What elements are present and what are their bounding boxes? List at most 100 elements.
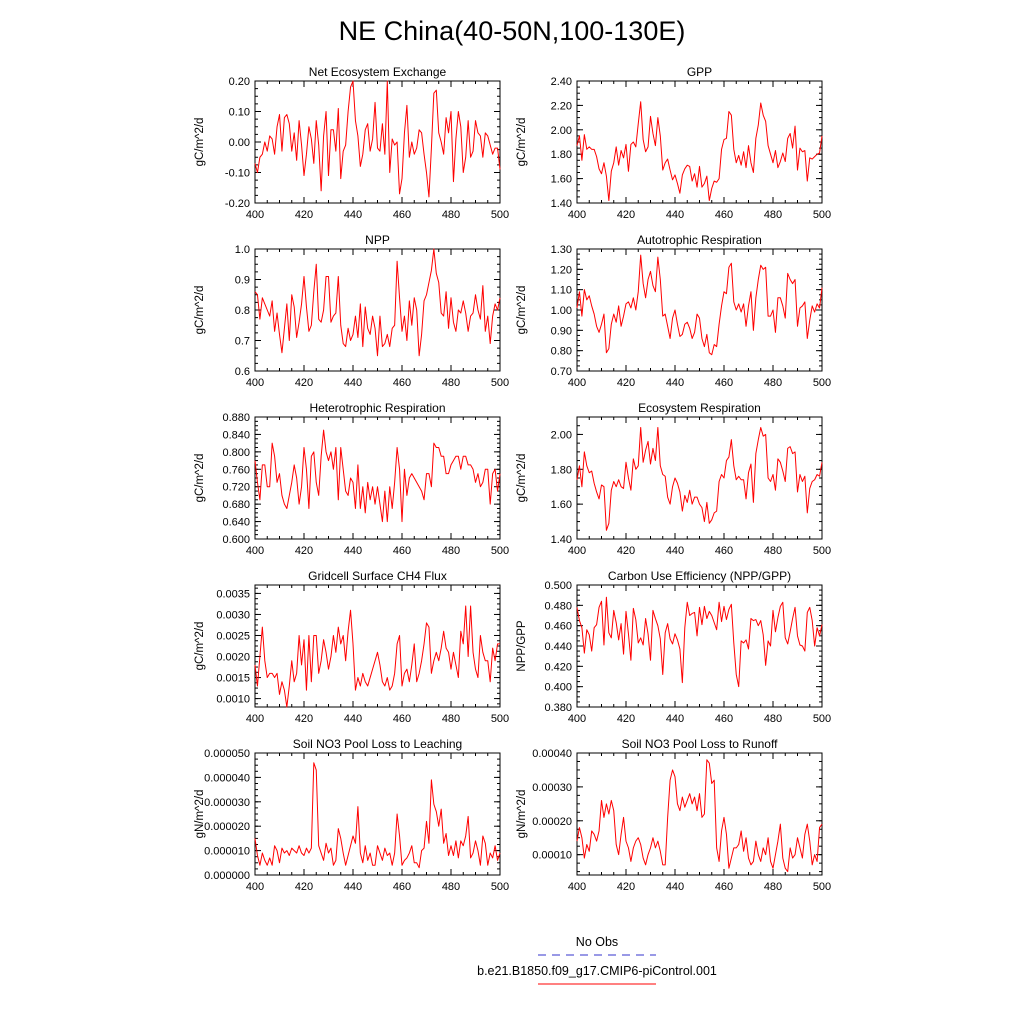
y-tick-label: 0.9 (235, 275, 250, 287)
series-line-model (576, 596, 823, 688)
y-tick-label: 0.90 (551, 325, 572, 337)
x-tick-label: 440 (344, 881, 362, 893)
x-tick-label: 460 (715, 545, 733, 557)
y-tick-label: 0.8 (235, 305, 250, 317)
x-tick-label: 440 (344, 377, 362, 389)
y-tick-label: -0.10 (225, 168, 250, 180)
y-tick-label: 1.20 (551, 264, 572, 276)
y-tick-label: 0.0015 (216, 673, 250, 685)
x-tick-label: 440 (666, 713, 684, 725)
y-tick-label: 0.00030 (532, 782, 572, 794)
x-tick-label: 400 (568, 881, 586, 893)
x-tick-label: 480 (764, 545, 782, 557)
x-tick-label: 460 (715, 713, 733, 725)
series-line-model (576, 254, 823, 356)
y-tick-label: 0.000000 (204, 870, 250, 882)
panels: Net Ecosystem Exchange gC/m^2/d 400 420 440 4… (194, 65, 831, 893)
series-line-model (254, 429, 501, 523)
y-tick-label: 1.30 (551, 244, 572, 256)
y-tick-label: 1.60 (551, 499, 572, 511)
y-tick-label: 0.680 (222, 499, 250, 511)
panel-title: Net Ecosystem Exchange (309, 65, 447, 79)
y-tick-label: 0.6 (235, 366, 250, 378)
panel-title: Ecosystem Respiration (638, 401, 761, 415)
panel-7: Gridcell Surface CH4 Flux gC/m^2/d 400 420 4… (194, 569, 509, 725)
y-tick-label: 0.80 (551, 346, 572, 358)
y-tick-label: 1.80 (551, 464, 572, 476)
series-line-model (576, 759, 823, 873)
y-tick-label: 0.00020 (532, 816, 572, 828)
y-tick-label: 0.380 (544, 702, 572, 714)
x-tick-label: 500 (491, 881, 509, 893)
figure-title: NE China(40-50N,100-130E) (339, 16, 686, 46)
y-tick-label: 0.420 (544, 661, 572, 673)
x-tick-label: 500 (491, 713, 509, 725)
panel-4: Autotrophic Respiration gC/m^2/d 400 420 440… (516, 233, 831, 389)
y-tick-label: 0.0010 (216, 694, 250, 706)
x-tick-label: 400 (568, 209, 586, 221)
y-tick-label: 1.60 (551, 174, 572, 186)
x-tick-label: 400 (246, 209, 264, 221)
x-tick-label: 440 (666, 545, 684, 557)
y-tick-label: 1.10 (551, 285, 572, 297)
x-tick-label: 460 (393, 713, 411, 725)
y-axis-label: gC/m^2/d (194, 454, 206, 503)
y-tick-label: 1.80 (551, 149, 572, 161)
x-tick-label: 420 (295, 881, 313, 893)
y-tick-label: 0.460 (544, 621, 572, 633)
y-tick-label: 0.0035 (216, 588, 250, 600)
x-tick-label: 420 (295, 545, 313, 557)
x-tick-label: 500 (491, 377, 509, 389)
y-tick-label: 0.00010 (532, 850, 572, 862)
panel-6: Ecosystem Respiration gC/m^2/d 400 420 440 46… (516, 401, 831, 557)
legend: No Obs b.e21.B1850.f09_g17.CMIP6-piContr… (477, 935, 717, 985)
y-tick-label: 0.00040 (532, 748, 572, 760)
series-line-model (254, 80, 501, 198)
x-tick-label: 400 (568, 713, 586, 725)
x-tick-label: 500 (813, 545, 831, 557)
x-tick-label: 500 (813, 209, 831, 221)
y-tick-label: 2.00 (551, 429, 572, 441)
x-tick-label: 420 (295, 713, 313, 725)
y-axis-label: gN/m^2/d (194, 790, 206, 839)
y-tick-label: 0.720 (222, 482, 250, 494)
x-tick-label: 440 (666, 209, 684, 221)
y-tick-label: 0.0025 (216, 630, 250, 642)
x-tick-label: 400 (568, 377, 586, 389)
y-tick-label: 0.840 (222, 429, 250, 441)
plot-frame (254, 416, 501, 540)
x-tick-label: 460 (393, 545, 411, 557)
x-tick-label: 480 (764, 377, 782, 389)
panel-10: Soil NO3 Pool Loss to Runoff gN/m^2/d 400 4… (516, 737, 831, 893)
x-tick-label: 500 (491, 545, 509, 557)
y-tick-label: 2.40 (551, 76, 572, 88)
x-tick-label: 480 (442, 377, 460, 389)
x-tick-label: 480 (764, 209, 782, 221)
y-tick-label: 0.760 (222, 464, 250, 476)
x-tick-label: 480 (764, 713, 782, 725)
x-tick-label: 480 (764, 881, 782, 893)
x-tick-label: 400 (246, 881, 264, 893)
plot-frame (254, 584, 501, 708)
y-tick-label: 0.000020 (204, 821, 250, 833)
x-tick-label: 400 (246, 713, 264, 725)
y-tick-label: 0.70 (551, 366, 572, 378)
x-tick-label: 420 (617, 545, 635, 557)
y-axis-label: gC/m^2/d (194, 286, 206, 335)
plot-frame (576, 80, 823, 204)
x-tick-label: 480 (442, 545, 460, 557)
legend-label-model: b.e21.B1850.f09_g17.CMIP6-piControl.001 (477, 964, 717, 978)
panel-2: GPP gC/m^2/d 400 420 440 460 480 500 1.40 1.60 1.8… (516, 65, 831, 221)
x-tick-label: 420 (295, 209, 313, 221)
y-tick-label: 0.880 (222, 412, 250, 424)
y-tick-label: 0.400 (544, 682, 572, 694)
panel-title: Heterotrophic Respiration (309, 401, 445, 415)
y-tick-label: -0.20 (225, 198, 250, 210)
x-tick-label: 480 (442, 713, 460, 725)
x-tick-label: 420 (617, 209, 635, 221)
y-axis-label: gC/m^2/d (194, 622, 206, 671)
x-tick-label: 440 (344, 545, 362, 557)
x-tick-label: 460 (393, 209, 411, 221)
series-line-model (254, 248, 501, 357)
